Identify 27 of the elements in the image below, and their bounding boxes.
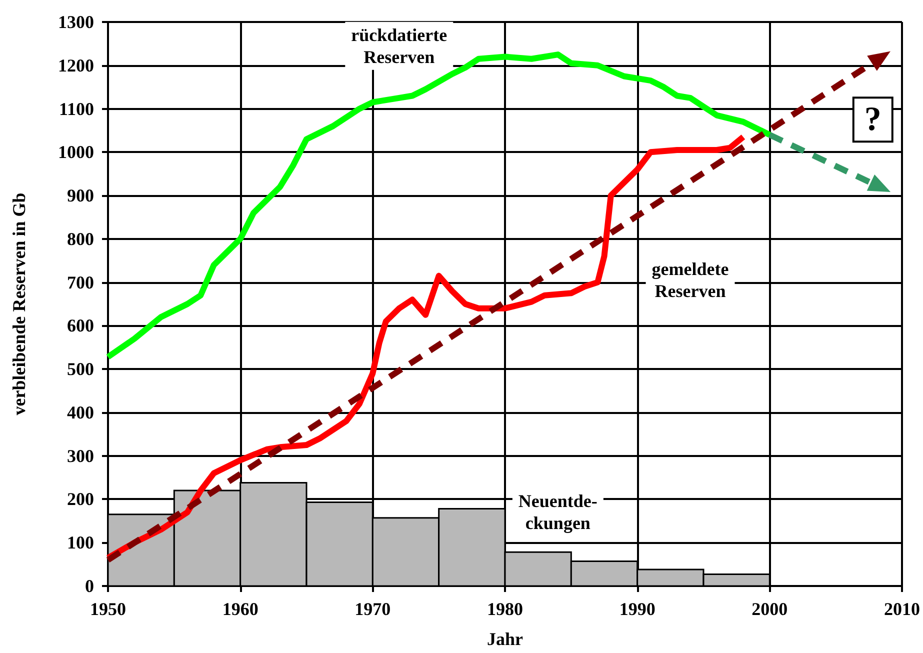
y-tick-label: 500 [67, 359, 94, 380]
series-label: Neuentde-ckungen [518, 491, 598, 534]
y-tick-label: 0 [85, 576, 94, 596]
x-tick-label: 1960 [222, 599, 258, 619]
y-tick-label: 1100 [58, 98, 94, 119]
x-tick-label: 1970 [354, 599, 391, 619]
x-tick-label: 1990 [619, 599, 656, 619]
y-tick-label: 1200 [58, 55, 94, 76]
y-tick-label: 1300 [58, 12, 94, 32]
y-tick-label: 900 [67, 186, 94, 206]
y-tick-label: 600 [67, 316, 94, 336]
text: gemeldete Reserven [652, 259, 729, 302]
y-axis-title: verbleibende Reserven in Gb [9, 192, 29, 416]
y-tick-label: 1000 [58, 142, 94, 162]
x-tick-label: 2000 [752, 599, 788, 619]
x-tick-label: 2010 [884, 599, 920, 619]
y-tick-label: 300 [67, 446, 94, 466]
y-tick-label: 200 [67, 489, 94, 510]
annotation: ? [864, 101, 882, 138]
x-tick-label: 1950 [90, 599, 126, 619]
x-axis-title: Jahr [487, 629, 524, 649]
y-tick-label: 400 [67, 402, 94, 422]
series-label: rückdatierte Reserven [351, 24, 448, 67]
y-tick-label: 800 [67, 228, 94, 249]
y-tick-label: 700 [67, 272, 94, 292]
y-tick-label: 100 [67, 532, 94, 553]
x-tick-label: 1980 [487, 599, 523, 619]
